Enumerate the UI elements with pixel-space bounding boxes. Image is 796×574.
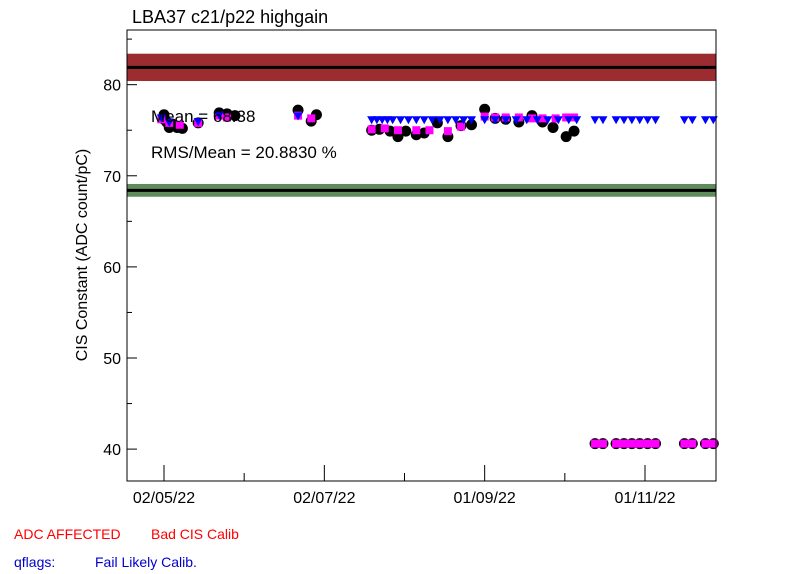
data-point-circle (568, 125, 580, 137)
data-point-square (680, 439, 689, 448)
x-tick-label: 01/11/22 (614, 490, 675, 507)
y-axis: 40 50 60 70 80 (103, 38, 137, 459)
qflags-label: qflags: (14, 554, 56, 570)
data-point-square (393, 126, 402, 135)
data-point-circle (466, 119, 478, 131)
data-point-triangle (419, 116, 429, 125)
data-point-triangle (532, 116, 542, 125)
data-point-triangle (293, 112, 303, 121)
data-point-triangle (467, 116, 477, 125)
y-tick-label: 80 (103, 78, 121, 95)
data-point-triangle (553, 116, 563, 125)
data-point-triangle (451, 116, 461, 125)
data-point-square (380, 124, 389, 133)
data-point-square (175, 120, 184, 129)
data-point-triangle (598, 116, 608, 125)
x-tick-label: 02/05/22 (133, 490, 195, 507)
data-point-triangle (543, 116, 553, 125)
reference-bands (127, 53, 716, 197)
data-point-triangle (403, 116, 413, 125)
x-axis: 02/05/22 02/07/22 01/09/22 01/11/22 (133, 465, 676, 507)
data-point-square (701, 439, 710, 448)
data-point-triangle (490, 116, 500, 125)
data-point-circle (229, 110, 241, 122)
data-point-square (627, 439, 636, 448)
data-point-square (412, 126, 421, 135)
stats-mean: Mean = 68.38 (151, 107, 255, 126)
data-point-triangle (435, 116, 445, 125)
data-point-triangle (193, 118, 203, 127)
data-point-triangle (443, 116, 453, 125)
plot-frame (126, 29, 717, 482)
fail-likely-calib-label: Fail Likely Calib. (95, 554, 197, 570)
data-point-square (688, 439, 697, 448)
data-point-triangle (411, 116, 421, 125)
data-point-circle (547, 121, 559, 133)
data-point-triangle (564, 116, 574, 125)
data-point-triangle (522, 116, 532, 125)
data-point-triangle (700, 116, 710, 125)
data-point-circle (479, 103, 491, 115)
y-tick-label: 70 (103, 169, 121, 186)
data-point-triangle (590, 116, 600, 125)
y-tick-label: 50 (103, 351, 121, 368)
x-tick-label: 02/07/22 (293, 490, 355, 507)
data-point-triangle (572, 116, 582, 125)
data-point-triangle (501, 116, 511, 125)
y-tick-label: 40 (103, 442, 121, 459)
data-point-triangle (611, 116, 621, 125)
data-point-square (591, 439, 600, 448)
data-point-square (709, 439, 718, 448)
data-point-triangle (388, 116, 398, 125)
bad-cis-calib-label: Bad CIS Calib (151, 526, 239, 542)
data-point-triangle (427, 116, 437, 125)
data-point-triangle (643, 116, 653, 125)
y-axis-label: CIS Constant (ADC count/pC) (74, 149, 91, 362)
data-points (156, 103, 719, 450)
data-point-triangle (627, 116, 637, 125)
data-point-square (538, 114, 547, 123)
data-point-triangle (396, 116, 406, 125)
stats-rms: RMS/Mean = 20.8830 % (151, 143, 337, 162)
chart-title: LBA37 c21/p22 highgain (132, 7, 328, 27)
data-point-circle (560, 131, 572, 143)
data-point-triangle (480, 116, 490, 125)
data-point-triangle (619, 116, 629, 125)
data-point-triangle (214, 111, 224, 120)
data-point-triangle (679, 116, 689, 125)
data-point-square (457, 122, 466, 131)
data-point-triangle (651, 116, 661, 125)
data-point-square (527, 114, 536, 123)
data-point-square (598, 439, 607, 448)
data-point-triangle (164, 118, 174, 127)
data-point-square (443, 127, 452, 136)
data-point-square (307, 114, 316, 123)
data-point-circle (400, 125, 412, 137)
y-tick-label: 60 (103, 260, 121, 277)
data-point-square (643, 439, 652, 448)
x-tick-label: 01/09/22 (454, 490, 516, 507)
data-point-square (367, 125, 376, 134)
data-point-triangle (635, 116, 645, 125)
data-point-square (619, 439, 628, 448)
data-point-square (635, 439, 644, 448)
data-point-square (612, 439, 621, 448)
data-point-square (651, 439, 660, 448)
data-point-triangle (511, 116, 521, 125)
adc-affected-label: ADC AFFECTED (14, 526, 121, 542)
data-point-triangle (156, 114, 166, 123)
data-point-square (223, 113, 232, 122)
data-point-triangle (687, 116, 697, 125)
data-point-square (425, 126, 434, 135)
data-point-triangle (459, 116, 469, 125)
